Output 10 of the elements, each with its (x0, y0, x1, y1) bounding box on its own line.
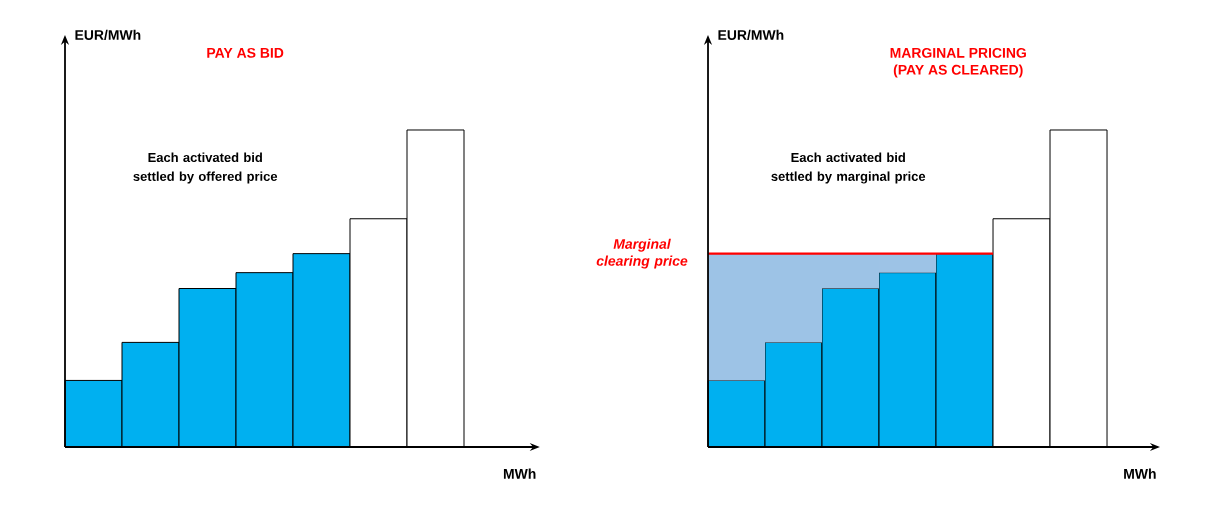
annotation: Each activated bid settled by marginal price (771, 152, 926, 184)
chart-title: PAY AS BID (207, 47, 284, 58)
x-axis-title: MWh (503, 468, 536, 479)
y-axis-title: EUR/MWh (75, 29, 141, 41)
x-axis-title: MWh (1124, 468, 1156, 479)
ref-line-label: Marginal clearing price (596, 238, 688, 269)
annotation: Each activated bid settled by offered price (133, 152, 278, 184)
chart-title: MARGINAL PRICING (890, 47, 1026, 58)
y-axis-title: EUR/MWh (718, 29, 784, 41)
chart-subtitle: (PAY AS CLEARED) (893, 64, 1023, 78)
